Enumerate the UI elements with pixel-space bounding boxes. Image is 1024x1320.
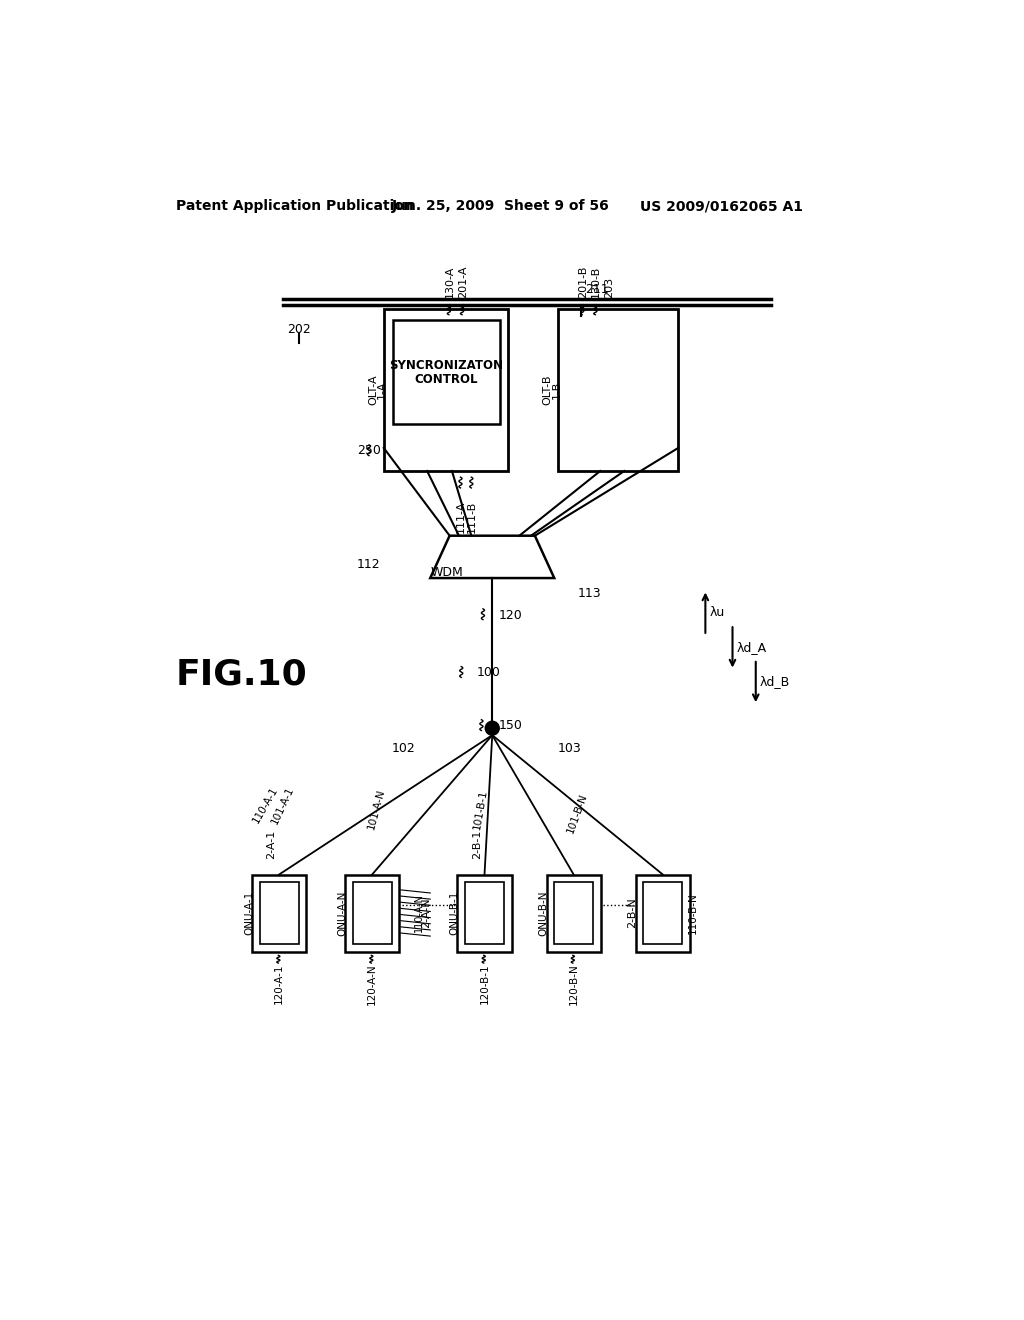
Text: 120-B-N: 120-B-N xyxy=(568,964,579,1005)
Text: 110-B-N: 110-B-N xyxy=(688,892,698,933)
Text: 103: 103 xyxy=(558,742,582,755)
Text: 130-B: 130-B xyxy=(591,265,601,298)
Text: 120-B-1: 120-B-1 xyxy=(479,964,489,1003)
Text: 2-A-N: 2-A-N xyxy=(421,898,431,928)
Text: Jun. 25, 2009  Sheet 9 of 56: Jun. 25, 2009 Sheet 9 of 56 xyxy=(391,199,609,213)
Text: 102: 102 xyxy=(391,742,416,755)
Text: 101-A-N: 101-A-N xyxy=(366,788,386,830)
Text: OLT-B: OLT-B xyxy=(543,375,552,405)
Bar xyxy=(558,309,678,471)
Text: 101-B-N: 101-B-N xyxy=(565,792,590,834)
Text: SYNCRONIZATON: SYNCRONIZATON xyxy=(389,359,504,372)
Text: 2-B-1: 2-B-1 xyxy=(472,830,481,859)
Text: US 2009/0162065 A1: US 2009/0162065 A1 xyxy=(640,199,803,213)
Text: 112: 112 xyxy=(356,558,380,572)
Bar xyxy=(352,882,391,944)
Bar xyxy=(345,874,399,952)
Bar xyxy=(636,874,690,952)
Text: 201-A: 201-A xyxy=(458,265,468,298)
Bar xyxy=(643,882,682,944)
Text: 111-B: 111-B xyxy=(467,500,477,532)
Text: 101-A-1: 101-A-1 xyxy=(270,784,296,826)
Text: CONTROL: CONTROL xyxy=(415,372,478,385)
Text: λd_A: λd_A xyxy=(736,640,767,653)
Circle shape xyxy=(485,721,500,735)
Text: 120-A-N: 120-A-N xyxy=(368,964,377,1005)
Text: ONU-A-N: ONU-A-N xyxy=(337,890,347,936)
Bar xyxy=(458,874,512,952)
Text: 150: 150 xyxy=(499,719,522,733)
Text: Patent Application Publication: Patent Application Publication xyxy=(176,199,414,213)
Text: 2-A-1: 2-A-1 xyxy=(266,830,276,859)
Bar xyxy=(260,882,299,944)
Text: 101-B-1: 101-B-1 xyxy=(472,788,489,830)
Text: 1-A: 1-A xyxy=(377,381,387,400)
Text: λd_B: λd_B xyxy=(760,676,790,689)
Text: 130-A: 130-A xyxy=(444,265,455,298)
Text: 201-B: 201-B xyxy=(578,265,588,298)
Text: ONU-B-N: ONU-B-N xyxy=(539,890,549,936)
Bar xyxy=(393,321,500,424)
Text: 113: 113 xyxy=(578,587,601,601)
Text: FIG.10: FIG.10 xyxy=(176,657,308,692)
Text: 1-B: 1-B xyxy=(552,381,561,399)
Bar xyxy=(465,882,504,944)
Text: 111-A: 111-A xyxy=(457,500,466,533)
Text: 2-B-N: 2-B-N xyxy=(627,898,637,928)
Text: 211: 211 xyxy=(586,282,609,296)
Bar xyxy=(252,874,306,952)
Text: 250: 250 xyxy=(356,445,381,458)
Polygon shape xyxy=(430,536,554,578)
Text: ONU-A-1: ONU-A-1 xyxy=(244,891,254,935)
Text: OLT-A: OLT-A xyxy=(368,375,378,405)
Bar xyxy=(547,874,601,952)
Bar xyxy=(384,309,508,471)
Text: 120-A-1: 120-A-1 xyxy=(274,964,284,1003)
Text: 203: 203 xyxy=(604,277,614,298)
Text: 110-A-N: 110-A-N xyxy=(414,894,424,932)
Text: 100: 100 xyxy=(477,667,501,680)
Text: λu: λu xyxy=(710,606,725,619)
Text: ONU-B-1: ONU-B-1 xyxy=(450,891,460,935)
Text: 120: 120 xyxy=(499,609,522,622)
Bar xyxy=(554,882,593,944)
Text: 202: 202 xyxy=(287,323,310,335)
Text: WDM: WDM xyxy=(430,566,463,579)
Text: 110-A-1: 110-A-1 xyxy=(251,785,280,825)
